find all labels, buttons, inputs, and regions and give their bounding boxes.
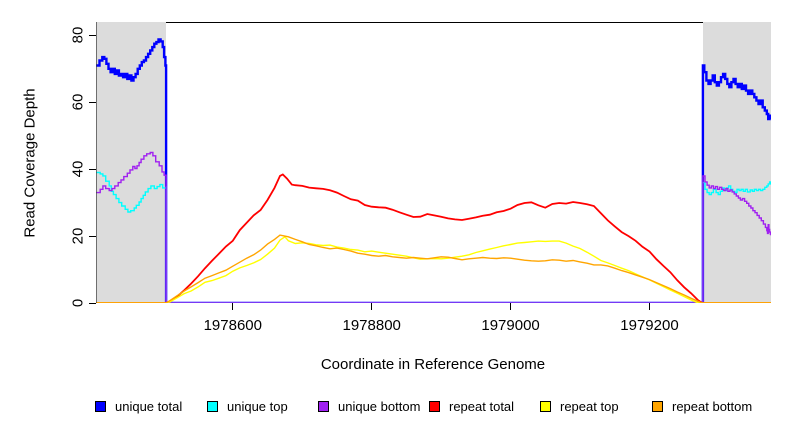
legend-swatch-repeat-top xyxy=(540,401,551,412)
legend-label: repeat bottom xyxy=(672,399,753,414)
y-axis-tick xyxy=(89,235,96,237)
y-axis-tick-label: 20 xyxy=(69,227,87,245)
x-axis-tick-label: 1978600 xyxy=(203,317,262,334)
legend-label: repeat top xyxy=(560,399,619,414)
legend-swatch-unique-total xyxy=(95,401,106,412)
y-axis-tick-label: 0 xyxy=(69,298,87,308)
x-axis-tick-label: 1979000 xyxy=(481,317,540,334)
legend-swatch-repeat-total xyxy=(429,401,440,412)
legend-swatch-repeat-bottom xyxy=(652,401,663,412)
y-axis-tick xyxy=(89,302,96,304)
legend-swatch-unique-bottom xyxy=(318,401,329,412)
y-axis-tick-label: 40 xyxy=(69,160,87,178)
x-axis-tick xyxy=(648,303,650,310)
legend-swatch-unique-top xyxy=(207,401,218,412)
legend-label: unique top xyxy=(227,399,288,414)
legend-item-unique-bottom: unique bottom xyxy=(318,399,420,414)
legend-item-repeat-bottom: repeat bottom xyxy=(652,399,752,414)
legend-label: unique total xyxy=(115,399,183,414)
y-axis-tick xyxy=(89,34,96,36)
x-axis-tick-label: 1979200 xyxy=(620,317,679,334)
y-axis-tick-label: 60 xyxy=(69,93,87,111)
legend-label: unique bottom xyxy=(338,399,421,414)
legend-item-unique-top: unique top xyxy=(207,399,288,414)
y-axis-tick-label: 80 xyxy=(69,27,87,44)
x-axis-tick xyxy=(371,303,373,310)
y-axis-tick xyxy=(89,101,96,103)
legend-label: repeat total xyxy=(449,399,515,414)
legend-item-repeat-top: repeat top xyxy=(540,399,619,414)
plot-area xyxy=(96,22,771,303)
x-axis-tick xyxy=(510,303,512,310)
legend-item-repeat-total: repeat total xyxy=(429,399,514,414)
legend-item-unique-total: unique total xyxy=(95,399,182,414)
y-axis-title: Read Coverage Depth xyxy=(21,88,39,238)
x-axis-title: Coordinate in Reference Genome xyxy=(320,356,546,373)
x-axis-tick-label: 1978800 xyxy=(342,317,401,334)
x-axis-tick xyxy=(232,303,234,310)
y-axis-tick xyxy=(89,168,96,170)
